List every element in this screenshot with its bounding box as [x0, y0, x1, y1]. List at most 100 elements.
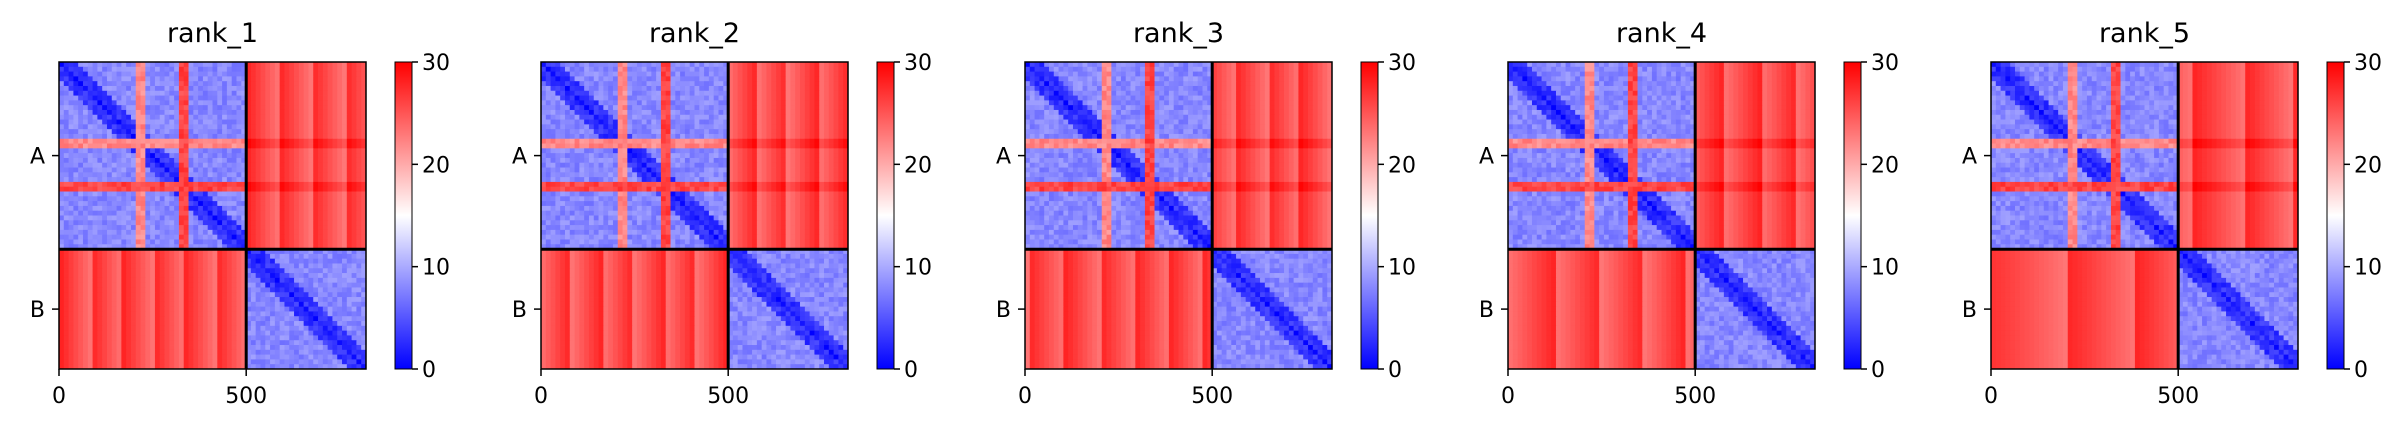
heatmap-cell [332, 110, 337, 115]
heatmap-cell [541, 81, 546, 86]
heatmap-cell [222, 220, 227, 225]
heatmap-cell [102, 192, 107, 197]
heatmap-cell [189, 177, 194, 182]
heatmap-cell [83, 254, 88, 259]
heatmap-cell [169, 287, 174, 292]
heatmap-cell [179, 331, 184, 336]
heatmap-cell [136, 182, 141, 187]
heatmap-cell [59, 187, 64, 192]
heatmap-cell [155, 302, 160, 307]
heatmap-cell [555, 81, 560, 86]
heatmap-cell [666, 62, 671, 67]
heatmap-cell [790, 72, 795, 77]
heatmap-cell [217, 283, 222, 288]
heatmap-cell [299, 321, 304, 326]
heatmap-cell [589, 72, 594, 77]
heatmap-cell [64, 321, 69, 326]
heatmap-cell [299, 100, 304, 105]
heatmap-cell [280, 302, 285, 307]
heatmap-cell [270, 321, 275, 326]
heatmap-cell [347, 230, 352, 235]
heatmap-cell [213, 67, 218, 72]
heatmap-cell [308, 316, 313, 321]
heatmap-cell [174, 335, 179, 340]
heatmap-cell [738, 62, 743, 67]
heatmap-cell [169, 259, 174, 264]
heatmap-cell [304, 76, 309, 81]
heatmap-cell [102, 115, 107, 120]
heatmap-cell [762, 120, 767, 125]
heatmap-cell [213, 144, 218, 149]
heatmap-cell [217, 196, 222, 201]
heatmap-cell [227, 72, 232, 77]
heatmap-cell [280, 105, 285, 110]
heatmap-cell [599, 86, 604, 91]
heatmap-cell [251, 206, 256, 211]
heatmap-cell [270, 196, 275, 201]
heatmap-cell [838, 86, 843, 91]
heatmap-cell [179, 216, 184, 221]
heatmap-cell [260, 230, 265, 235]
heatmap-cell [599, 110, 604, 115]
heatmap-cell [337, 129, 342, 134]
heatmap-cell [78, 158, 83, 163]
heatmap-cell [637, 96, 642, 101]
heatmap-cell [64, 158, 69, 163]
heatmap-cell [299, 72, 304, 77]
heatmap-cell [136, 163, 141, 168]
heatmap-cell [342, 297, 347, 302]
heatmap-cell [594, 96, 599, 101]
heatmap-cell [347, 110, 352, 115]
heatmap-cell [227, 192, 232, 197]
heatmap-cell [222, 350, 227, 355]
heatmap-cell [150, 331, 155, 336]
heatmap-cell [824, 86, 829, 91]
heatmap-cell [222, 235, 227, 240]
heatmap-cell [642, 62, 647, 67]
heatmap-cell [165, 139, 170, 144]
heatmap-cell [145, 326, 150, 331]
heatmap-cell [236, 187, 241, 192]
heatmap-cell [299, 206, 304, 211]
heatmap-cell [738, 81, 743, 86]
heatmap-cell [328, 340, 333, 345]
heatmap-cell [579, 124, 584, 129]
heatmap-cell [93, 100, 98, 105]
heatmap-cell [294, 302, 299, 307]
heatmap-cell [213, 206, 218, 211]
heatmap-cell [64, 302, 69, 307]
heatmap-cell [284, 239, 289, 244]
heatmap-cell [236, 220, 241, 225]
heatmap-cell [78, 283, 83, 288]
heatmap-cell [332, 235, 337, 240]
heatmap-cell [575, 110, 580, 115]
heatmap-cell [117, 292, 122, 297]
heatmap-cell [627, 100, 632, 105]
heatmap-cell [102, 216, 107, 221]
heatmap-cell [145, 331, 150, 336]
heatmap-cell [313, 292, 318, 297]
heatmap-cell [107, 110, 112, 115]
heatmap-cell [819, 72, 824, 77]
heatmap-cell [776, 62, 781, 67]
heatmap-cell [308, 72, 313, 77]
heatmap-cell [165, 196, 170, 201]
heatmap-cell [824, 67, 829, 72]
heatmap-cell [332, 163, 337, 168]
heatmap-cell [227, 220, 232, 225]
heatmap-cell [308, 278, 313, 283]
heatmap-cell [671, 91, 676, 96]
heatmap-cell [551, 110, 556, 115]
heatmap-cell [145, 86, 150, 91]
heatmap-cell [771, 76, 776, 81]
heatmap-cell [786, 76, 791, 81]
heatmap-cell [184, 335, 189, 340]
heatmap-cell [308, 158, 313, 163]
heatmap-cell [275, 216, 280, 221]
heatmap-cell [107, 148, 112, 153]
heatmap-cell [83, 144, 88, 149]
heatmap-cell [69, 144, 74, 149]
heatmap-cell [251, 153, 256, 158]
heatmap-cell [121, 72, 126, 77]
heatmap-cell [304, 321, 309, 326]
